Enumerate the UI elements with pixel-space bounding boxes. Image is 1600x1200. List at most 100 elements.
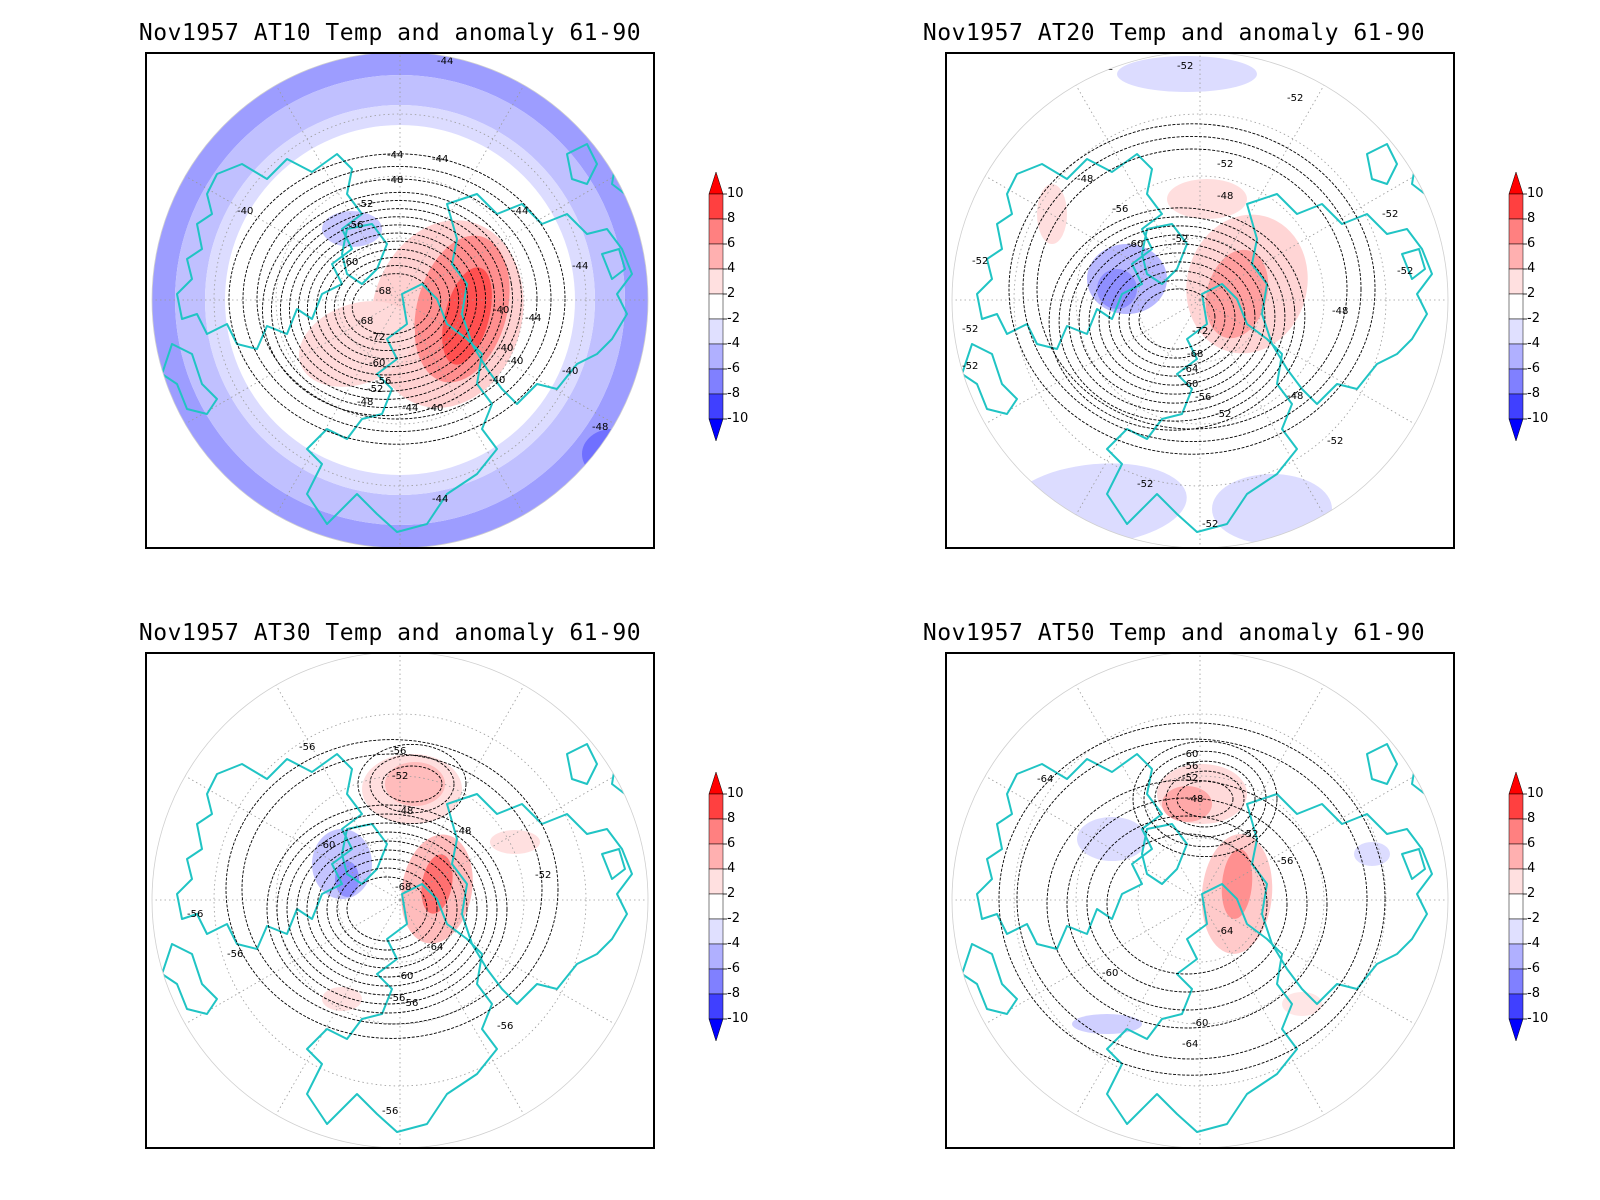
colorbar-segment [708,318,724,345]
meridian-line [1199,85,1325,301]
latitude-circle [1137,837,1263,963]
colorbar-label: -2 [1527,311,1540,326]
contour-label: -48 [387,175,403,186]
contour-label: -48 [397,806,413,817]
coastline [566,143,598,185]
contour-line [1066,797,1308,1011]
meridian-line [1199,299,1415,425]
meridian-line [399,899,525,1115]
coastline [1411,753,1433,795]
colorbar-segment [1508,293,1524,320]
latitude-circle [275,775,525,1025]
colorbar-segment [1508,343,1524,370]
contour-line [1022,135,1362,443]
contour-label: -52 [972,256,988,267]
contour-label: -48 [1187,794,1203,805]
contour-label: -40 [427,403,443,414]
contour-label: -52 [367,384,383,395]
temperature-contours [998,722,1386,1076]
colorbar-label: 6 [1527,236,1536,251]
colorbar-top-arrow [708,772,724,795]
contour-line [1036,148,1348,430]
contour-label: -48 [592,422,608,433]
colorbar-segment [708,818,724,845]
colorbar-top-arrow [1508,772,1524,795]
contour-line [351,273,433,335]
contour-line [306,840,468,978]
contour-label: -52 [1397,266,1413,277]
contour-label: -56 [187,909,203,920]
contour-line [1016,738,1368,1060]
colorbar-segment [708,843,724,870]
contour-label: -72 [369,332,385,343]
contour-label: -60 [342,257,358,268]
contour-label: -40 [562,366,578,377]
colorbar-label: -6 [727,961,740,976]
coastline [161,943,218,1015]
panel-3-polar-projection: -56 -56-52-48-48-60-68-52-56-56-64-60-56-… [151,654,649,1147]
contour-label: -48 [357,397,373,408]
contour-label: -52 [1327,436,1343,447]
contour-label: -68 [357,316,373,327]
meridian-line [1199,899,1325,1115]
anomaly-patch [1205,249,1269,339]
coastline [601,848,626,880]
contour-label: -56 [227,949,243,960]
colorbar-label: 2 [1527,286,1536,301]
map-content: -52 -52 -52 -52 -52 -48 -48 -56 -60 -52 -72 -68 -64 -… [952,54,1448,547]
contour-line [241,753,543,1025]
map-content: -60-56-52-48-64-52-56-64-60-60-64 [952,654,1448,1147]
contour-label: -52 [1287,93,1303,104]
colorbar-label: -6 [727,361,740,376]
contour-label: -52 [1215,409,1231,420]
anomaly-patch [335,861,359,897]
panel-3-colorbar: 10 8 6 4 2 -2 -4 -6 -8 -10 [701,772,781,1072]
contour-line [1078,234,1276,404]
meridian-line [185,175,401,301]
colorbar-bottom-arrow [708,1018,724,1042]
contour-line [369,754,455,814]
anomaly-patch [1212,474,1332,544]
contour-label: -44 [432,494,448,505]
panel-4-map: -60 -56 -52 -48 -64 -52 -56 -64 -60 -60 -64 [945,652,1455,1149]
contour-label: -52 [962,361,978,372]
contour-label: -44 [402,403,418,414]
contour-line [256,178,538,420]
projection-boundary [151,654,649,1147]
meridian-line [1075,899,1201,1115]
contour-line [342,265,442,343]
colorbar-label: 8 [1527,811,1536,826]
colorbar-segment [1508,893,1524,920]
contour-line [326,858,448,960]
contour-label: -56 [389,993,405,1004]
contour-line [262,191,522,417]
colorbar-segment [1508,393,1524,420]
contour-labels: -60-56-52-48-64-52-56-64-60-60-64 [1037,749,1293,1050]
panel-2-map: -52 -52 -52 -52 -52 -48 -48 -56 -60 -52 -72 -68 -64 -… [945,52,1455,549]
colorbar-label: -6 [1527,361,1540,376]
projection-boundary [951,654,1449,1147]
contour-label: -40 [493,305,509,316]
meridian-line [985,175,1201,301]
projection-boundary [951,54,1449,547]
contour-line [289,216,495,392]
panel-2-title: Nov1957 AT20 Temp and anomaly 61-90 [922,20,1426,46]
colorbar-segment [1508,918,1524,945]
contour-line [1086,815,1288,993]
contour-label: -44 [512,206,528,217]
latitude-circle [1075,175,1325,425]
anomaly-patch [442,267,492,365]
coastline [1366,743,1398,785]
coastline [1141,223,1188,285]
map-content: -44-44 -44-48-52-56-60-68-68-72-60-56-52-… [152,54,648,547]
contour-label: -52 [1202,519,1218,530]
latitude-circle [337,237,463,363]
contour-line [315,240,469,368]
coastline [566,743,598,785]
temperature-contours [228,153,566,445]
coastline [161,343,218,415]
graticule [152,54,648,547]
colorbar-segment [708,918,724,945]
coastline [176,153,363,350]
contour-line [296,831,478,987]
